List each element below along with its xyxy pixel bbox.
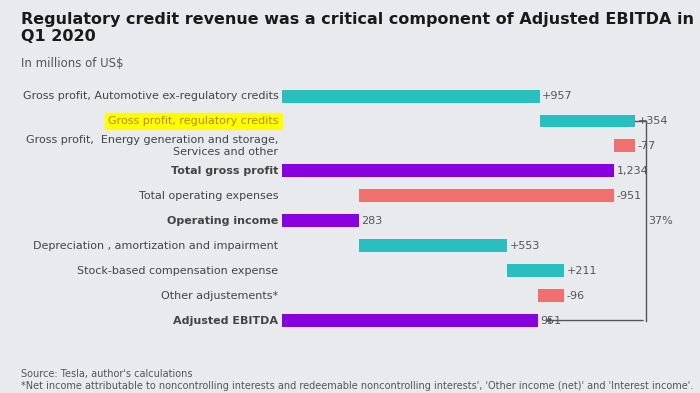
Bar	[358, 239, 508, 252]
Bar	[283, 214, 358, 227]
Text: 1,234: 1,234	[617, 166, 648, 176]
Text: Gross profit, Automotive ex-regulatory credits: Gross profit, Automotive ex-regulatory c…	[22, 91, 279, 101]
Text: +553: +553	[510, 241, 540, 251]
Bar	[615, 140, 635, 152]
Text: Depreciation , amortization and impairment: Depreciation , amortization and impairme…	[34, 241, 279, 251]
Text: -96: -96	[566, 290, 584, 301]
Text: 951: 951	[540, 316, 561, 325]
Text: 283: 283	[360, 216, 382, 226]
Text: Gross profit,  Energy generation and storage,
Services and other: Gross profit, Energy generation and stor…	[26, 135, 279, 157]
Text: 37%: 37%	[648, 216, 673, 226]
Text: Other adjustements*: Other adjustements*	[161, 290, 279, 301]
Text: +957: +957	[542, 91, 573, 101]
Bar	[508, 264, 564, 277]
Bar	[283, 164, 615, 177]
Text: +211: +211	[566, 266, 597, 275]
Text: Operating income: Operating income	[167, 216, 279, 226]
Bar	[540, 114, 635, 127]
Text: -77: -77	[637, 141, 656, 151]
Bar	[358, 189, 615, 202]
Text: Stock-based compensation expense: Stock-based compensation expense	[77, 266, 279, 275]
Text: -951: -951	[617, 191, 642, 201]
Text: Source: Tesla, author's calculations
*Net income attributable to noncontrolling : Source: Tesla, author's calculations *Ne…	[21, 369, 693, 391]
Text: Adjusted EBITDA: Adjusted EBITDA	[174, 316, 279, 325]
Text: In millions of US$: In millions of US$	[21, 57, 123, 70]
Bar	[283, 90, 540, 103]
Bar	[283, 314, 538, 327]
Text: Regulatory credit revenue was a critical component of Adjusted EBITDA in Q1 2020: Regulatory credit revenue was a critical…	[21, 12, 694, 44]
Bar	[538, 289, 564, 302]
Text: Gross profit, regulatory credits: Gross profit, regulatory credits	[108, 116, 279, 126]
Text: Total operating expenses: Total operating expenses	[139, 191, 279, 201]
Text: +354: +354	[637, 116, 668, 126]
Text: Total gross profit: Total gross profit	[171, 166, 279, 176]
